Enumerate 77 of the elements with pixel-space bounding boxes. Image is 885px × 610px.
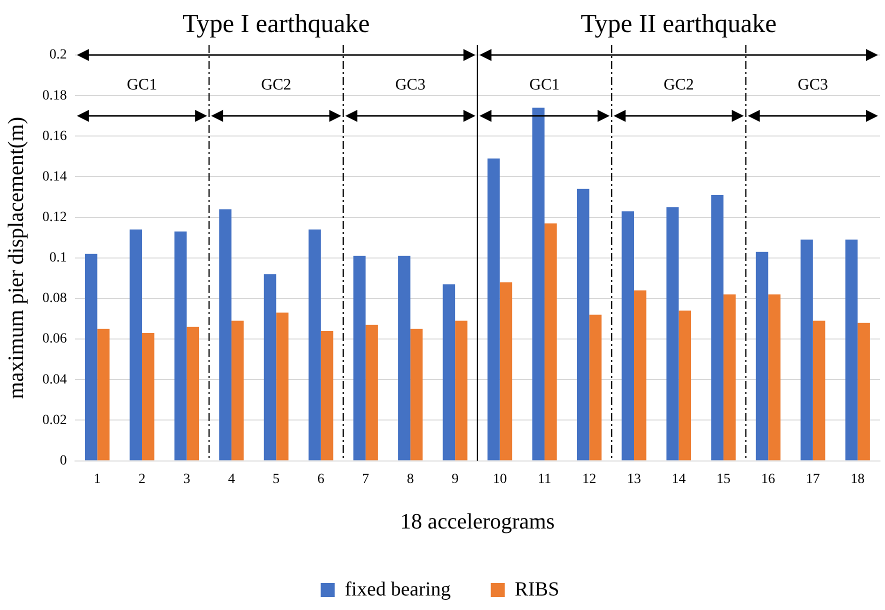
y-tick-label: 0.18	[42, 88, 67, 104]
bar	[174, 232, 187, 460]
bar	[723, 294, 736, 460]
annotation: GC1	[529, 76, 560, 94]
x-tick-label: 8	[406, 472, 414, 487]
x-tick-label: 10	[492, 472, 507, 487]
bar	[398, 256, 410, 460]
legend-label: fixed bearing	[344, 578, 451, 600]
bar	[308, 229, 321, 460]
text: Type I earthquake	[182, 8, 370, 38]
text: Type II earthquake	[580, 8, 777, 38]
y-tick-label: 0.06	[42, 332, 67, 347]
x-tick-label: 17	[806, 472, 820, 487]
y-tick-label: 0.02	[42, 412, 67, 428]
bar	[532, 108, 545, 460]
x-tick-label: 5	[272, 472, 280, 487]
bar	[756, 252, 768, 460]
annotation: GC3	[798, 76, 828, 94]
x-tick-label: 4	[228, 472, 235, 487]
x-tick-label: 11	[538, 472, 552, 487]
bar	[366, 324, 378, 460]
x-tick-label: 1	[94, 472, 101, 487]
x-tick-label: 6	[317, 472, 324, 487]
bar	[544, 223, 557, 460]
x-axis-title: 18 accelerograms	[400, 508, 555, 534]
bar	[455, 320, 468, 460]
y-axis-title: maximum pier displacement(m)	[2, 116, 28, 400]
x-tick-label: 12	[582, 472, 596, 487]
x-tick-label: 2	[138, 472, 146, 487]
bar	[858, 322, 870, 460]
bar	[768, 294, 780, 460]
bar	[97, 328, 110, 460]
bar	[142, 332, 154, 460]
y-tick-label: 0.16	[42, 128, 67, 144]
bar	[84, 254, 98, 460]
bar	[666, 207, 679, 460]
bar	[231, 320, 244, 460]
y-tick-label: 0.04	[42, 372, 67, 388]
bar	[711, 195, 724, 460]
bar	[800, 240, 813, 460]
bar	[812, 320, 826, 460]
y-tick-label: 0	[60, 453, 67, 468]
annotation: GC3	[395, 76, 426, 94]
bar	[576, 188, 590, 460]
legend-label: RIBS	[514, 578, 560, 600]
bar	[320, 330, 334, 460]
bar	[264, 274, 276, 460]
annotation: GC1	[126, 76, 158, 94]
bar	[186, 326, 200, 460]
bar	[488, 158, 500, 460]
bar	[845, 240, 858, 460]
bar	[500, 282, 512, 460]
bar	[219, 209, 232, 460]
x-tick-label: 7	[362, 472, 370, 487]
x-tick-label: 3	[183, 472, 190, 487]
bar	[442, 284, 456, 460]
bar	[622, 211, 634, 460]
bar	[678, 310, 692, 460]
x-tick-label: 9	[452, 472, 459, 487]
y-tick-label: 0.1	[49, 250, 67, 266]
x-tick-label: 15	[716, 472, 730, 487]
bar	[589, 314, 602, 460]
y-tick-label: 0.08	[42, 291, 67, 306]
x-tick-label: 14	[672, 472, 686, 487]
y-tick-label: 0.12	[42, 210, 67, 225]
x-tick-label: 16	[761, 472, 776, 487]
y-tick-label: 0.2	[49, 48, 67, 63]
x-tick-label: 18	[850, 472, 865, 487]
bar	[410, 328, 423, 460]
bar	[353, 256, 366, 460]
bar	[634, 290, 646, 460]
bar	[276, 312, 288, 460]
annotation: GC2	[664, 76, 694, 94]
annotation: GC2	[261, 76, 292, 94]
bar	[130, 229, 142, 460]
y-tick-label: 0.14	[42, 169, 67, 184]
x-tick-label: 13	[626, 472, 641, 487]
